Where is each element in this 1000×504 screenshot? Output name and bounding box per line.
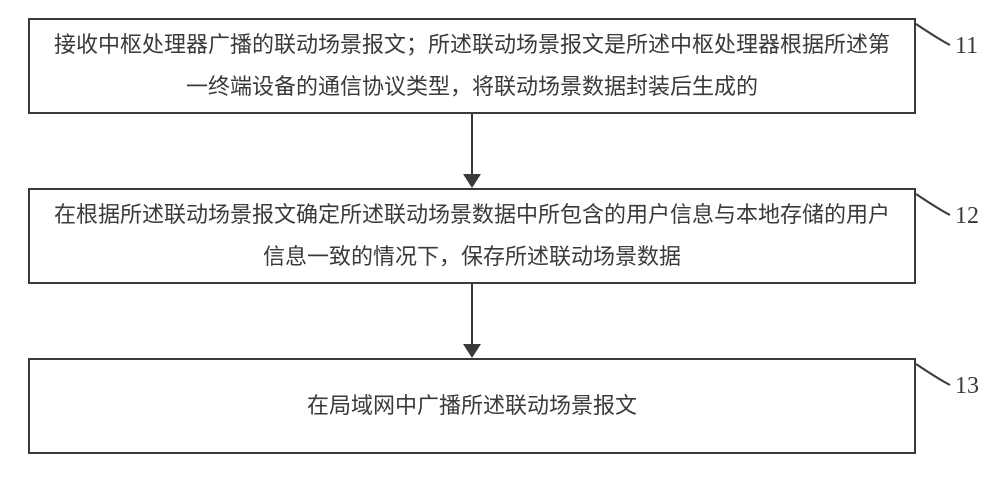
label-leader-3 bbox=[0, 0, 1000, 504]
flowchart-canvas: 接收中枢处理器广播的联动场景报文；所述联动场景报文是所述中枢处理器根据所述第一终… bbox=[0, 0, 1000, 504]
